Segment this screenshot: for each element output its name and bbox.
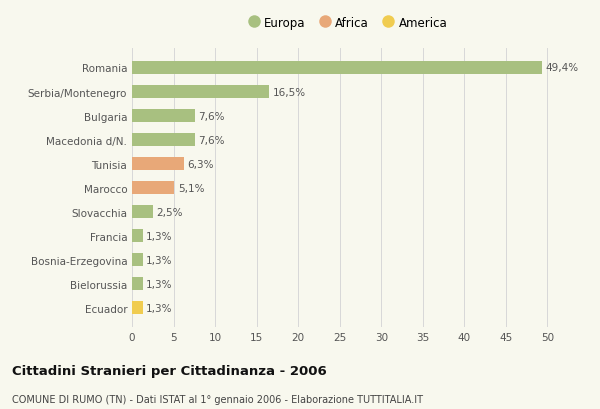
Text: COMUNE DI RUMO (TN) - Dati ISTAT al 1° gennaio 2006 - Elaborazione TUTTITALIA.IT: COMUNE DI RUMO (TN) - Dati ISTAT al 1° g…	[12, 393, 423, 404]
Bar	[132, 205, 153, 219]
Text: 6,3%: 6,3%	[188, 159, 214, 169]
Text: 16,5%: 16,5%	[272, 87, 305, 97]
Text: 1,3%: 1,3%	[146, 231, 173, 241]
Bar	[132, 62, 542, 75]
Bar	[132, 301, 143, 315]
Bar	[132, 110, 195, 123]
Text: 5,1%: 5,1%	[178, 183, 204, 193]
Text: 1,3%: 1,3%	[146, 279, 173, 289]
Text: 7,6%: 7,6%	[199, 111, 225, 121]
Bar	[132, 277, 143, 290]
Text: 2,5%: 2,5%	[156, 207, 182, 217]
Bar	[132, 229, 143, 243]
Text: 49,4%: 49,4%	[546, 63, 579, 73]
Bar	[132, 157, 184, 171]
Text: 1,3%: 1,3%	[146, 255, 173, 265]
Bar	[132, 182, 175, 195]
Bar	[132, 134, 195, 147]
Text: 1,3%: 1,3%	[146, 303, 173, 313]
Legend: Europa, Africa, America: Europa, Africa, America	[245, 13, 451, 33]
Text: Cittadini Stranieri per Cittadinanza - 2006: Cittadini Stranieri per Cittadinanza - 2…	[12, 364, 327, 377]
Bar	[132, 254, 143, 267]
Bar	[132, 86, 269, 99]
Text: 7,6%: 7,6%	[199, 135, 225, 145]
